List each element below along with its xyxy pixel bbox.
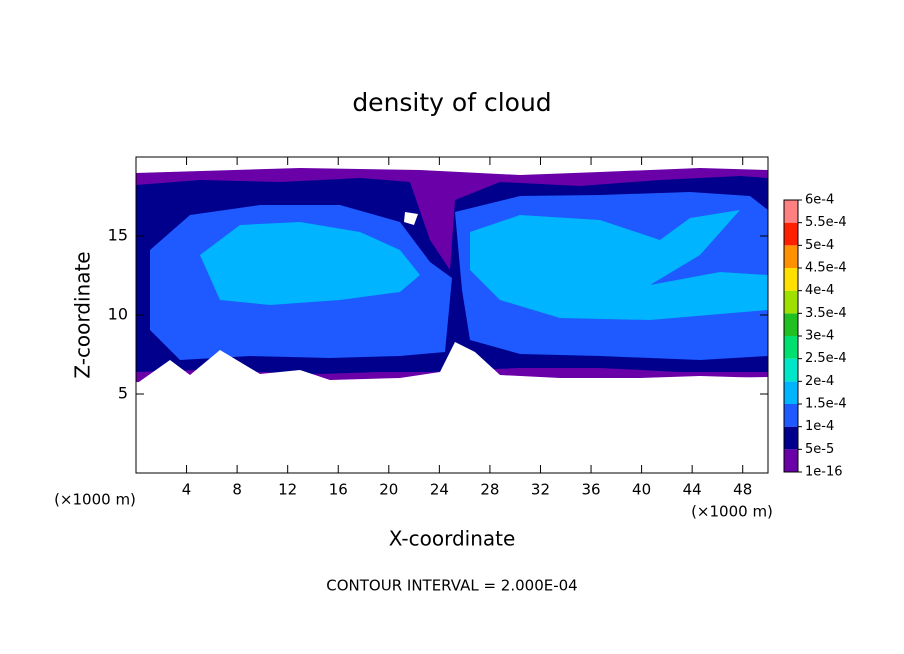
- chart-title: density of cloud: [352, 88, 551, 117]
- colorbar-band: [784, 336, 798, 359]
- colorbar-band: [784, 222, 798, 246]
- colorbar-label: 6e-4: [805, 193, 834, 208]
- contour-note: CONTOUR INTERVAL = 2.000E-04: [326, 577, 577, 595]
- colorbar-label: 5e-4: [805, 238, 834, 253]
- colorbar-band: [784, 358, 798, 382]
- colorbar-band: [784, 404, 798, 427]
- contour-region: [200, 222, 420, 305]
- x-tick-label: 12: [278, 481, 297, 499]
- x-tick-label: 16: [329, 481, 348, 499]
- gap: [136, 342, 768, 473]
- x-tick-label: 28: [480, 481, 499, 499]
- colorbar-label: 1e-4: [805, 419, 834, 434]
- colorbar-band: [784, 245, 798, 268]
- colorbar-label: 4.5e-4: [805, 261, 847, 276]
- x-tick-label: 32: [531, 481, 550, 499]
- colorbar-label: 2.5e-4: [805, 351, 847, 366]
- x-tick-label: 44: [683, 481, 702, 499]
- x-tick-label: 4: [182, 481, 192, 499]
- colorbar-label: 2e-4: [805, 374, 834, 389]
- gap: [404, 212, 418, 225]
- colorbar-label: 1.5e-4: [805, 397, 847, 412]
- colorbar-band: [784, 290, 798, 314]
- y-tick-label: 5: [118, 384, 128, 403]
- colorbar-band: [784, 313, 798, 336]
- contour-region: [470, 210, 768, 320]
- y-axis-title: Z-coordinate: [71, 251, 95, 378]
- x-tick-label: 48: [733, 481, 752, 499]
- x-tick-label: 8: [232, 481, 242, 499]
- colorbar-band: [784, 268, 798, 291]
- colorbar-label: 3.5e-4: [805, 306, 847, 321]
- colorbar-band: [784, 200, 798, 223]
- y-tick-label: 15: [108, 226, 128, 245]
- x-unit: (×1000 m): [691, 503, 773, 521]
- x-tick-label: 20: [379, 481, 398, 499]
- colorbar-label: 5.5e-4: [805, 215, 847, 230]
- colorbar-label: 3e-4: [805, 329, 834, 344]
- x-axis-title: X-coordinate: [389, 527, 516, 551]
- colorbar-label: 5e-5: [805, 442, 834, 457]
- y-unit: (×1000 m): [54, 491, 136, 509]
- colorbar-band: [784, 381, 798, 404]
- x-tick-label: 24: [430, 481, 449, 499]
- x-tick-label: 40: [632, 481, 651, 499]
- colorbar-label: 4e-4: [805, 283, 834, 298]
- y-tick-label: 10: [108, 305, 128, 324]
- x-tick-label: 36: [581, 481, 600, 499]
- colorbar-label: 1e-16: [805, 465, 843, 480]
- contour-field: [136, 168, 768, 473]
- colorbar-band: [784, 449, 798, 472]
- colorbar-band: [784, 426, 798, 450]
